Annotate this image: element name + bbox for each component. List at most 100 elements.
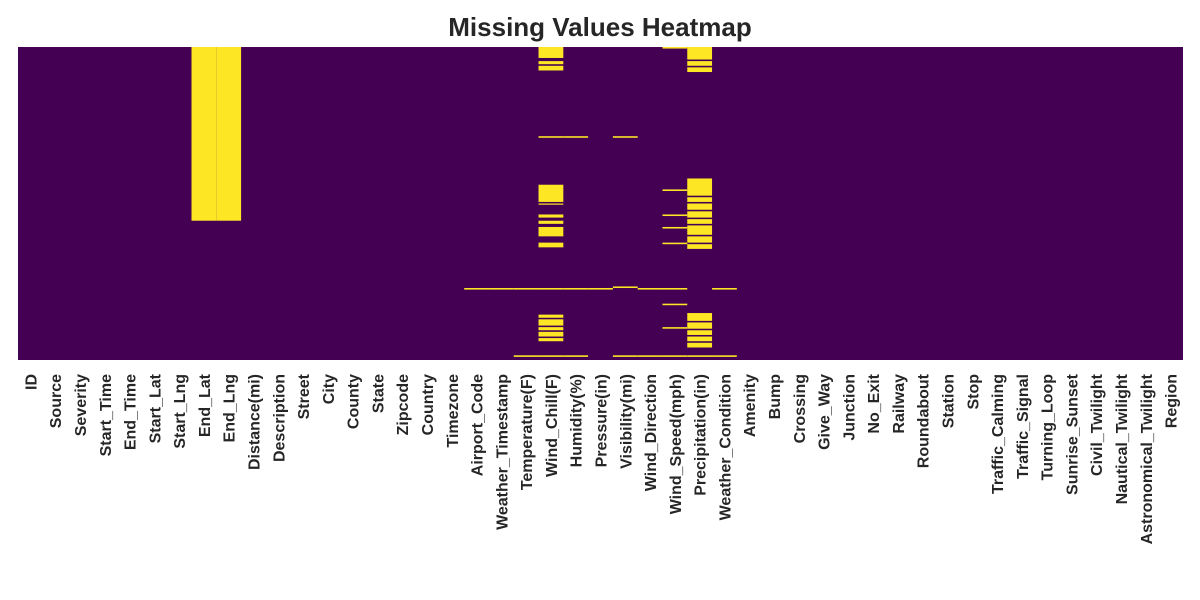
missing-cell — [687, 236, 713, 243]
x-tick-label: End_Lng — [222, 374, 239, 442]
missing-cell — [662, 288, 688, 290]
missing-cell — [538, 203, 564, 205]
x-tick-label: End_Lat — [197, 373, 214, 437]
x-tick-label: Timezone — [445, 374, 462, 448]
x-tick-label: Traffic_Calming — [990, 374, 1007, 494]
x-tick-label: Pressure(in) — [594, 374, 611, 467]
x-tick-label: Civil_Twilight — [1089, 373, 1106, 476]
x-tick-label: Temperature(F) — [519, 374, 536, 490]
missing-cell — [538, 47, 564, 58]
x-tick-label: Traffic_Signal — [1015, 374, 1032, 479]
missing-cell — [687, 313, 713, 321]
missing-cell — [687, 47, 713, 60]
x-tick-label: Crossing — [792, 374, 809, 443]
x-tick-label: Start_Lng — [172, 374, 189, 449]
missing-cell — [662, 189, 688, 191]
missing-cell — [488, 288, 514, 290]
missing-cell — [513, 288, 539, 290]
missing-cell — [538, 355, 564, 357]
x-tick-label: Wind_Direction — [643, 374, 660, 491]
missing-cell — [538, 220, 564, 224]
x-tick-label: State — [370, 374, 387, 413]
missing-cell — [687, 225, 713, 235]
missing-cell — [538, 319, 564, 326]
x-tick-label: Country — [420, 374, 437, 435]
missing-cell — [513, 355, 539, 357]
missing-cell — [687, 67, 713, 73]
x-tick-label: Turning_Loop — [1040, 374, 1057, 481]
missing-cell — [538, 331, 564, 337]
x-tick-label: Airport_Code — [470, 374, 487, 476]
x-tick-label: Give_Way — [817, 374, 834, 450]
missing-cell — [612, 355, 638, 357]
x-tick-label: Start_Time — [98, 374, 115, 457]
missing-cell — [687, 219, 713, 224]
x-tick-label: Station — [941, 374, 958, 428]
x-tick-label: Precipitation(in) — [693, 374, 710, 496]
missing-cell — [538, 338, 564, 342]
x-tick-label: Visibility(mi) — [618, 374, 635, 469]
missing-cell — [191, 47, 217, 221]
missing-cell — [538, 327, 564, 331]
missing-cell — [687, 355, 713, 357]
missing-cell — [637, 355, 663, 357]
x-tick-label: City — [321, 374, 338, 404]
missing-cell — [662, 355, 688, 357]
missing-cell — [538, 226, 564, 237]
x-tick-label: Stop — [965, 374, 982, 410]
x-tick-label: Description — [271, 374, 288, 462]
x-tick-label: Bump — [767, 374, 784, 420]
missing-cell — [687, 178, 713, 196]
missing-cell — [538, 214, 564, 218]
missing-cell — [687, 211, 713, 218]
x-tick-label: Nautical_Twilight — [1114, 373, 1131, 504]
missing-cell — [687, 322, 713, 329]
missing-cell — [538, 242, 564, 248]
missing-cell — [588, 288, 613, 290]
missing-cell — [662, 327, 688, 329]
missing-cell — [687, 342, 713, 348]
x-tick-label: Street — [296, 373, 313, 419]
missing-cell — [464, 288, 489, 290]
missing-cell — [687, 61, 713, 66]
x-tick-label: Astronomical_Twilight — [1139, 373, 1156, 544]
x-tick-label: Railway — [891, 374, 908, 434]
missing-cell — [687, 203, 713, 210]
missing-cell — [538, 184, 564, 202]
x-tick-label: Zipcode — [395, 374, 412, 435]
missing-cell — [612, 286, 638, 289]
missing-cell — [538, 61, 564, 65]
x-tick-label: Severity — [73, 374, 90, 436]
x-tick-label: Start_Lat — [147, 373, 164, 443]
missing-cell — [563, 288, 589, 290]
missing-cell — [687, 336, 713, 342]
x-tick-label: Source — [48, 374, 65, 428]
x-tick-label: Distance(mi) — [246, 374, 263, 470]
missing-cell — [662, 242, 688, 245]
chart-title: Missing Values Heatmap — [448, 12, 752, 42]
missing-cell — [637, 288, 663, 290]
x-tick-label: No_Exit — [866, 373, 883, 433]
x-tick-label: Sunrise_Sunset — [1064, 373, 1081, 495]
missing-cell — [662, 47, 688, 49]
x-tick-label: Roundabout — [916, 373, 933, 468]
x-tick-label: Wind_Chill(F) — [544, 374, 561, 477]
missing-cell — [712, 288, 737, 290]
missing-cell — [662, 226, 688, 229]
x-tick-label: Amenity — [742, 374, 759, 437]
x-tick-label: Wind_Speed(mph) — [668, 374, 685, 514]
missing-cell — [712, 355, 737, 357]
missing-cell — [563, 355, 589, 357]
missing-cell — [687, 330, 713, 335]
x-tick-label: Weather_Condition — [717, 374, 734, 520]
missing-cell — [538, 65, 564, 71]
x-tick-label: End_Time — [123, 374, 140, 450]
missing-cell — [216, 47, 242, 221]
missing-cell — [687, 197, 713, 202]
missing-cell — [538, 136, 564, 138]
x-tick-label: ID — [23, 374, 40, 390]
missing-cell — [538, 288, 564, 290]
missing-cell — [662, 303, 688, 306]
x-tick-label: County — [346, 374, 363, 429]
